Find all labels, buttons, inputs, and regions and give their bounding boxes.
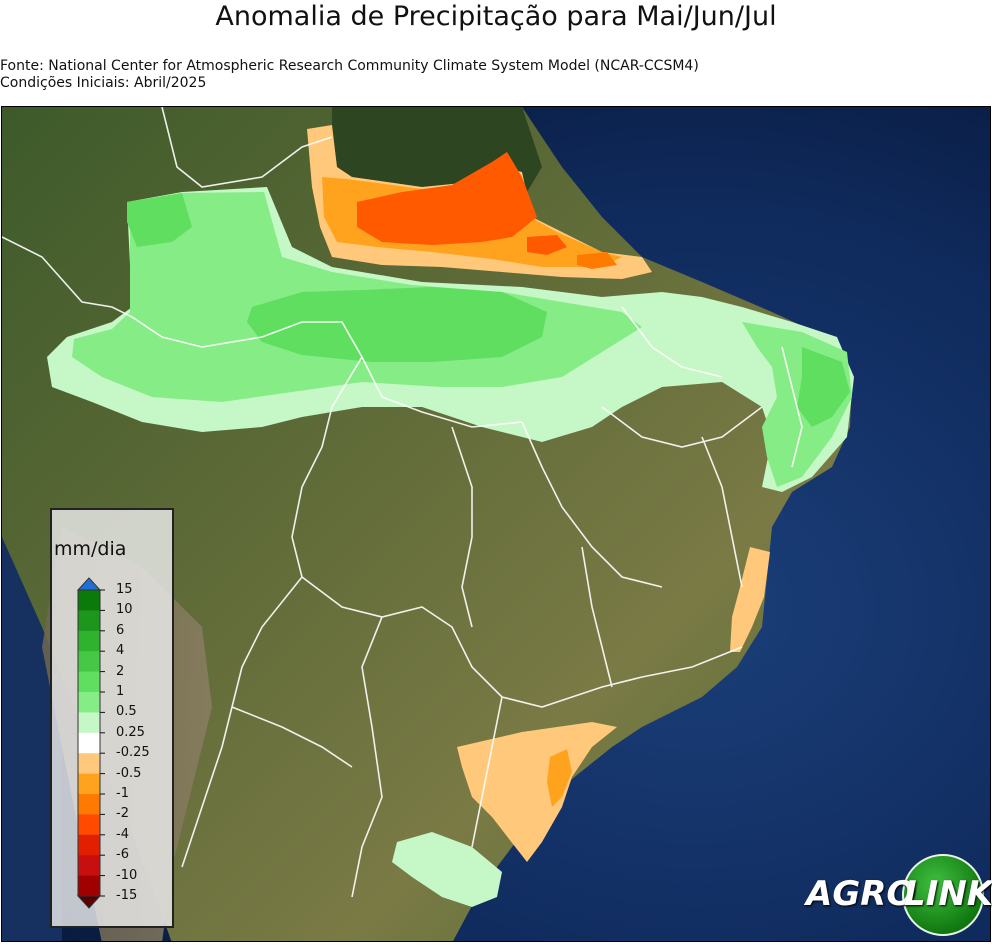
anomaly-dark-orange-coast (577, 252, 617, 269)
legend-swatch (78, 630, 100, 652)
legend-label: 10 (116, 602, 133, 618)
legend-label: 0.5 (116, 704, 137, 720)
anomaly-orange-southeast (547, 749, 572, 807)
legend-swatch (78, 692, 100, 713)
agrolink-logo: AGRO LINK (806, 852, 992, 936)
logo-text-agro: AGRO (806, 874, 916, 914)
source-line: Fonte: National Center for Atmospheric R… (0, 58, 699, 74)
legend-label: 0.25 (116, 724, 145, 740)
legend-swatch (78, 610, 100, 632)
anomaly-green-west (127, 193, 192, 247)
legend-swatch (78, 651, 100, 673)
anomaly-dark-orange-north (357, 152, 537, 245)
legend-label: 1 (116, 684, 125, 699)
legend-label: 15 (116, 582, 133, 597)
legend-label: -10 (116, 867, 138, 883)
legend-labels: 15 10 6 4 2 1 0.5 0.25 -0.25 -0.5 -1 -2 -4 -6 -10 -15 (52, 510, 176, 930)
logo-text-link: LINK (904, 874, 992, 914)
legend-colorbar (76, 577, 105, 909)
legend-label: 6 (116, 622, 125, 638)
legend-swatch (78, 773, 100, 795)
legend-unit: mm/dia (54, 538, 127, 560)
legend-label: 4 (116, 643, 125, 659)
legend: mm/dia 15 10 6 4 2 1 0.5 0.25 -0.25 -0.5 -1 -2 -4 -6 -… (50, 508, 174, 928)
legend-swatch (78, 875, 100, 897)
legend-swatch (78, 814, 100, 836)
legend-label: -0.25 (116, 745, 150, 761)
borders (2, 107, 803, 898)
anomaly-light-green-south (392, 832, 502, 907)
legend-swatch (78, 590, 100, 611)
anomaly-dark-orange-maranhao (527, 235, 567, 255)
map-title: Anomalia de Precipitação para Mai/Jun/Ju… (215, 1, 777, 32)
legend-label: -0.5 (116, 765, 142, 781)
legend-swatch (78, 712, 100, 734)
anomaly-green-amazon (247, 287, 547, 362)
anomaly-light-orange-southeast (457, 722, 617, 862)
legend-label: 2 (116, 663, 125, 679)
anomaly-light-orange-east (730, 547, 770, 652)
legend-outline (77, 589, 101, 897)
initial-conditions-line: Condições Iniciais: Abril/2025 (0, 75, 207, 91)
source-info: Fonte: National Center for Atmospheric R… (0, 58, 699, 92)
legend-swatch (78, 753, 100, 775)
legend-label: -15 (116, 888, 138, 903)
anomaly-green-northeast (797, 347, 850, 427)
legend-label: -2 (116, 806, 129, 822)
legend-label: -1 (116, 786, 129, 801)
legend-swatch (78, 855, 100, 877)
logo-circle (902, 854, 984, 936)
legend-swatch (78, 671, 100, 693)
legend-label: -6 (116, 847, 129, 863)
legend-swatch (78, 794, 100, 815)
legend-swatch (78, 834, 100, 856)
legend-swatch (78, 732, 100, 754)
legend-label: -4 (116, 826, 129, 842)
